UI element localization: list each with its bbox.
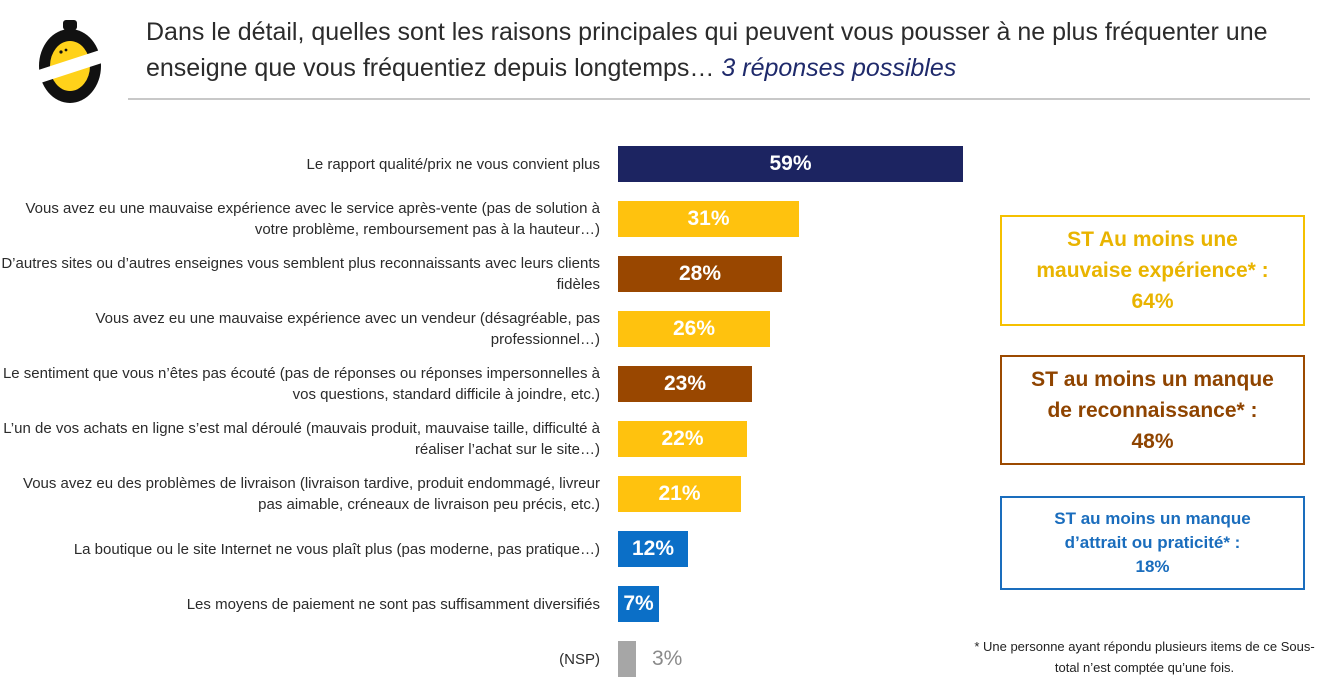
- subtotal-box-bad-experience: ST Au moins une mauvaise expérience* : 6…: [1000, 215, 1305, 326]
- category-label: Vous avez eu des problèmes de livraison …: [23, 475, 600, 513]
- value-label: 22%: [661, 427, 704, 450]
- bar: [618, 201, 799, 237]
- bar: [618, 476, 741, 512]
- subtotal-box-appeal: ST au moins un manque d’attrait ou prati…: [1000, 496, 1305, 590]
- category-label: Le sentiment que vous n’êtes pas écouté …: [2, 365, 600, 403]
- category-label: La boutique ou le site Internet ne vous …: [73, 540, 600, 558]
- value-label: 28%: [678, 262, 722, 285]
- category-label: Le rapport qualité/prix ne vous convient…: [306, 155, 600, 173]
- page-title: Dans le détail, quelles sont les raisons…: [146, 14, 1316, 86]
- title-main: Dans le détail, quelles sont les raisons…: [146, 18, 1268, 82]
- category-label: Les moyens de paiement ne sont pas suffi…: [186, 595, 600, 613]
- value-label: 31%: [687, 207, 730, 230]
- value-label: 59%: [769, 152, 812, 175]
- category-label: Vous avez eu une mauvaise expérience ave…: [95, 310, 601, 348]
- subtotal-text: ST au moins un manque de reconnaissance*…: [1031, 367, 1274, 453]
- value-label: 23%: [663, 372, 707, 395]
- value-label: 26%: [672, 317, 716, 340]
- category-label: L’un de vos achats en ligne s’est mal dé…: [3, 420, 600, 458]
- footnote: * Une personne ayant répondu plusieurs i…: [974, 639, 1315, 675]
- bar: [618, 366, 752, 402]
- subtotal-text: ST Au moins une mauvaise expérience* : 6…: [1036, 228, 1269, 313]
- title-accent: 3 réponses possibles: [721, 54, 957, 82]
- bar: [618, 421, 747, 457]
- category-label: (NSP): [559, 650, 600, 668]
- bar: [618, 641, 636, 677]
- bar: [618, 531, 688, 567]
- value-label: 7%: [623, 592, 654, 615]
- title-divider: [128, 98, 1310, 100]
- category-label: Vous avez eu une mauvaise expérience ave…: [25, 200, 600, 238]
- bar: [618, 311, 770, 347]
- subtotal-text: ST au moins un manque d’attrait ou prati…: [1054, 509, 1251, 576]
- value-label: 3%: [652, 647, 683, 670]
- subtotal-box-recognition: ST au moins un manque de reconnaissance*…: [1000, 355, 1305, 465]
- category-label: D’autres sites ou d’autres enseignes vou…: [1, 255, 600, 293]
- bar: [618, 256, 782, 292]
- bar: [618, 146, 963, 182]
- brand-logo: [34, 20, 106, 103]
- value-label: 21%: [658, 482, 701, 505]
- value-label: 12%: [631, 537, 675, 560]
- bar: [618, 586, 659, 622]
